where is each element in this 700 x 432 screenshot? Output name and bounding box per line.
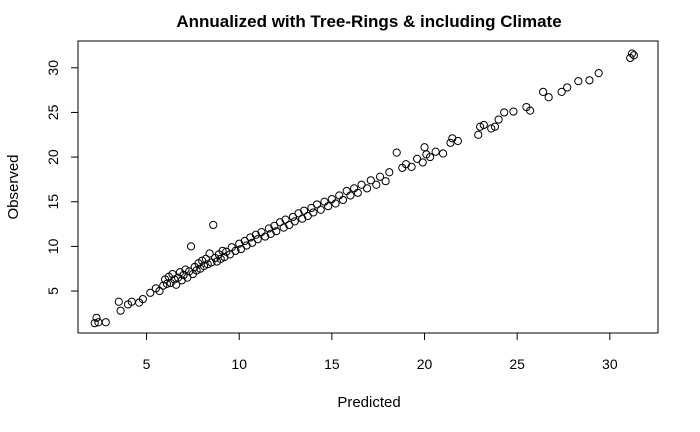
data-point: [539, 87, 548, 96]
data-point: [309, 208, 318, 217]
data-point: [327, 194, 336, 204]
data-point: [353, 188, 362, 197]
data-point: [146, 288, 155, 297]
data-point: [574, 77, 583, 86]
data-point: [159, 281, 168, 290]
chart-title: Annualized with Tree-Rings & including C…: [176, 12, 561, 31]
data-point: [331, 199, 340, 208]
data-point: [544, 93, 553, 102]
data-point: [253, 235, 262, 244]
data-point: [155, 286, 164, 296]
data-point: [629, 51, 639, 60]
y-tick-label: 10: [45, 238, 61, 254]
data-point: [338, 195, 348, 205]
x-axis-label: Predicted: [337, 394, 400, 411]
data-point: [476, 122, 485, 131]
data-point: [92, 313, 101, 322]
data-point: [375, 172, 385, 181]
data-point: [526, 106, 535, 115]
data-point: [299, 206, 309, 215]
x-tick-label: 25: [509, 356, 525, 372]
data-point: [362, 184, 372, 193]
data-point: [381, 177, 390, 186]
data-point: [216, 254, 225, 263]
data-point: [490, 122, 500, 131]
data-point: [209, 220, 218, 230]
data-point: [335, 191, 344, 200]
data-point: [114, 297, 123, 306]
data-point: [320, 197, 329, 206]
data-point: [218, 246, 227, 255]
y-tick-label: 20: [45, 149, 61, 165]
data-point: [418, 158, 427, 167]
y-tick-label: 15: [45, 194, 61, 210]
data-point: [453, 136, 462, 146]
data-point: [479, 120, 488, 130]
data-point: [272, 227, 281, 236]
data-point: [290, 217, 299, 226]
x-axis: 5 10 15 20 25 30: [143, 332, 618, 372]
data-point: [281, 215, 290, 224]
y-axis-label: Observed: [5, 154, 22, 219]
data-point: [438, 149, 448, 158]
data-point: [446, 138, 455, 147]
data-point: [342, 186, 351, 196]
data-point: [138, 294, 147, 304]
data-point: [324, 202, 333, 211]
data-point: [563, 83, 572, 92]
x-tick-label: 20: [417, 356, 433, 372]
data-point: [500, 108, 509, 117]
x-tick-label: 30: [602, 356, 618, 372]
data-point: [350, 184, 359, 193]
data-point: [90, 319, 99, 328]
data-point: [594, 69, 603, 78]
data-point: [431, 147, 440, 156]
x-tick-label: 15: [324, 356, 340, 372]
data-point: [509, 107, 518, 116]
x-tick-label: 10: [231, 356, 247, 372]
y-tick-label: 30: [45, 60, 61, 76]
data-point: [372, 180, 381, 189]
data-point: [366, 176, 375, 185]
data-point: [316, 205, 325, 214]
data-point: [186, 242, 196, 251]
data-point: [425, 152, 435, 162]
data-point: [346, 191, 355, 200]
data-point: [181, 265, 190, 274]
y-tick-label: 5: [45, 287, 61, 295]
data-point: [494, 115, 503, 124]
y-axis: 5 10 15 20 25 30: [45, 60, 79, 295]
data-points: [90, 49, 639, 328]
data-point: [627, 49, 637, 58]
data-point: [116, 306, 125, 315]
x-tick-label: 5: [143, 356, 151, 372]
data-point: [312, 200, 322, 209]
data-point: [385, 168, 394, 177]
data-point: [407, 162, 416, 172]
data-point: [487, 124, 496, 133]
data-point: [557, 87, 566, 96]
data-point: [231, 246, 240, 255]
data-point: [205, 249, 214, 258]
data-point: [420, 143, 429, 152]
data-point: [101, 318, 110, 327]
data-point: [585, 76, 594, 85]
y-tick-label: 25: [45, 104, 61, 120]
data-point: [392, 148, 401, 157]
data-point: [203, 260, 212, 269]
data-point: [474, 130, 483, 139]
